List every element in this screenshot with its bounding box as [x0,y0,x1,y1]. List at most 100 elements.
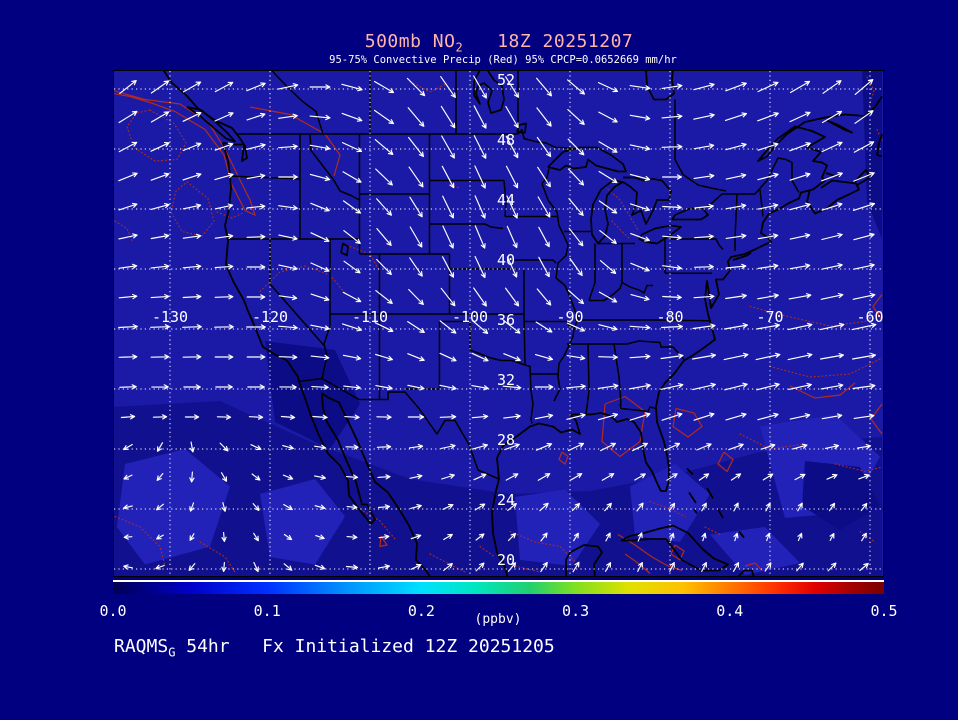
precip-contour-dotted [359,508,396,540]
coastline [717,508,724,519]
coastline [565,544,603,576]
lat-tick-label: 40 [496,251,516,269]
state-border [585,343,590,415]
model-name: RAQMS [114,636,169,657]
precip-contour-dotted [704,526,721,536]
precip-contour-solid [114,90,257,217]
lat-tick-label: 20 [496,551,516,569]
precip-contour-dotted [126,109,187,162]
title-subscript: 2 [455,40,464,55]
precip-contour-dotted [514,565,541,573]
precip-contour-solid [558,451,569,465]
model-footer: RAQMSG 54hr Fx Initialized 12Z 20251205 [114,636,555,660]
lat-tick-label: 28 [496,431,516,449]
lat-tick-label: 52 [496,71,516,89]
precip-contour-dotted [611,220,631,240]
precip-contour-dotted [349,245,381,273]
plot-title: 500mb NO2 18Z 20251207 [365,31,634,55]
precip-contour-solid [672,407,703,438]
precip-contour-solid [872,294,883,321]
colorbar-tick-label: 0.4 [716,602,744,620]
state-border [429,223,504,230]
state-border [588,243,596,301]
precip-contour-solid [744,562,763,571]
wind-vector-field [118,75,877,573]
state-border [503,180,507,217]
coastline [620,524,729,572]
state-border [271,71,324,135]
coastline [876,154,883,158]
coastline [706,487,714,499]
state-border [321,239,331,379]
state-border [734,193,738,251]
lake-outline [638,224,682,245]
state-border [269,239,325,346]
lat-tick-label: 44 [496,191,516,209]
precip-contour-dotted [259,265,346,294]
coastline [186,106,236,143]
precip-contour-dotted [859,530,876,543]
state-border [541,183,579,402]
state-border [524,364,534,424]
state-border [229,175,301,180]
precip-contour-solid [717,451,734,473]
field-light-patch [117,449,230,565]
colorbar-tick-label: 0.0 [99,602,127,620]
state-border [512,259,557,264]
colorbar-top-line [113,580,884,582]
lon-tick-label: -60 [856,308,884,326]
lake-outline [622,176,672,225]
field-dark-patch [265,341,360,449]
lon-tick-label: -100 [451,308,489,326]
precip-contour-dotted [479,545,496,558]
state-border [298,377,500,480]
state-border [523,313,526,366]
state-border [613,343,622,406]
precip-contour-dotted [216,211,243,219]
colorbar-gradient [113,582,884,594]
state-border [670,238,724,250]
coastline [732,251,752,261]
lon-tick-label: -70 [756,308,784,326]
precip-contour-solid [617,533,683,572]
state-border [705,193,723,209]
colorbar-tick-label: 0.2 [407,602,435,620]
coastline [693,508,698,514]
lon-tick-label: -80 [656,308,684,326]
colorbar-tick-label: 0.1 [253,602,281,620]
lat-tick-label: 24 [496,491,516,509]
lon-tick-label: -130 [151,308,189,326]
precip-contour-dotted [749,305,883,327]
map-panel: -130 -120 -110 -100 -90 -80 -70 -60 52 48 44 40 36 32… [113,70,884,577]
lake-outline [340,242,349,257]
coastline [737,569,755,576]
state-border [722,157,800,195]
precip-contour-dotted [769,358,881,378]
lake-outline [590,179,624,245]
state-border [567,340,686,361]
precip-contour-solid [379,535,388,548]
field-light-patch [710,527,800,575]
title-species: 500mb NO [364,31,456,52]
lon-tick-label: -110 [351,308,389,326]
precip-contour-dotted [170,181,215,237]
field-light-patch [260,479,345,565]
lake-outline [473,71,505,114]
precip-contour-dotted [739,433,803,450]
precip-contour-dotted [834,463,883,473]
state-border [309,133,360,201]
coastline [876,133,883,156]
model-run-info: 54hr Fx Initialized 12Z 20251205 [175,636,555,657]
coastline [738,530,745,539]
title-valid-time: 18Z 20251207 [497,31,634,52]
coastline [806,179,860,215]
lat-tick-label: 36 [496,311,516,329]
lon-tick-label: -90 [556,308,584,326]
precip-contour-solid [670,544,685,561]
coastline [688,492,697,504]
colorbar-tick-label: 0.3 [562,602,590,620]
state-border [759,189,764,217]
colorbar-tick-label: 0.5 [870,602,898,620]
precip-contour-solid [789,382,856,399]
